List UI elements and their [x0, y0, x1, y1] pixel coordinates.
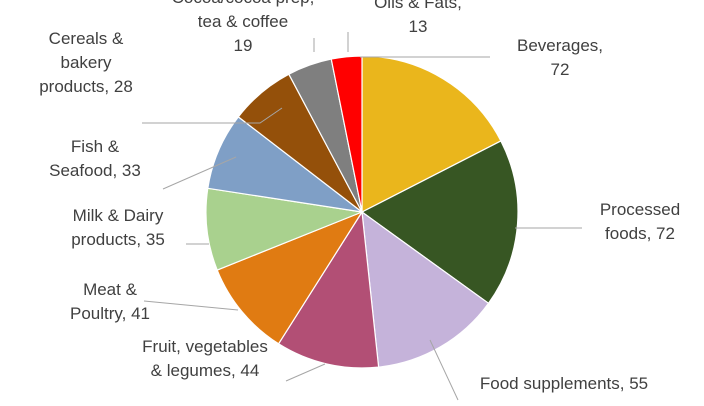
pie-slices [205, 55, 519, 369]
leader-lines [142, 32, 582, 401]
data-label: Food supplements, 55 [480, 374, 648, 393]
data-label-line: & legumes, 44 [151, 361, 260, 380]
pie-slice-fruit-vegetables-legumes [277, 210, 380, 369]
pie-slice-oils-fats [330, 55, 363, 213]
data-label-line: Fish & [71, 137, 120, 156]
data-label-line: Oils & Fats, [374, 0, 462, 12]
pie-slice-processed-foods [360, 140, 519, 305]
leader-line [162, 156, 237, 190]
data-label-line: products, 35 [71, 230, 165, 249]
pie-slice-food-supplements [361, 210, 490, 368]
leader-line [142, 107, 283, 124]
data-label-line: Milk & Dairy [73, 206, 164, 225]
data-label-line: tea & coffee [198, 12, 288, 31]
leader-line [143, 300, 239, 311]
data-label-line: 19 [234, 36, 253, 55]
pie-slice-milk-dairy-products [205, 187, 365, 271]
data-label: Fish & Seafood, 33 [49, 137, 141, 180]
data-label-line: Fruit, vegetables [142, 337, 268, 356]
data-label: Oils & Fats, 13 [374, 0, 462, 36]
data-label: Meat & Poultry, 41 [70, 280, 150, 323]
data-label-line: Poultry, 41 [70, 304, 150, 323]
data-label-line: Seafood, 33 [49, 161, 141, 180]
data-label: Beverages, 72 [517, 36, 603, 79]
data-label-line: foods, 72 [605, 224, 675, 243]
data-label: Fruit, vegetables & legumes, 44 [142, 337, 268, 380]
data-label: Cereals & bakery products, 28 [39, 29, 133, 96]
pie-slice-meat-poultry [216, 210, 364, 345]
leader-line [429, 339, 459, 401]
data-label: Milk & Dairy products, 35 [71, 206, 165, 249]
data-labels: Beverages, 72 Processed foods, 72 Food suppl… [39, 0, 680, 393]
data-label-line: bakery [60, 53, 112, 72]
data-label-line: 72 [551, 60, 570, 79]
data-label-line: products, 28 [39, 77, 133, 96]
data-label-line: 13 [409, 17, 428, 36]
data-label: Processed foods, 72 [600, 200, 680, 243]
data-label-line: Food supplements, 55 [480, 374, 648, 393]
data-label: Cocoa/cocoa prep, tea & coffee 19 [172, 0, 315, 55]
data-label-line: Cereals & [49, 29, 124, 48]
data-label-line: Processed [600, 200, 680, 219]
data-label-line: Meat & [83, 280, 138, 299]
data-label-line: Cocoa/cocoa prep, [172, 0, 315, 7]
leader-line [285, 363, 326, 382]
data-label-line: Beverages, [517, 36, 603, 55]
